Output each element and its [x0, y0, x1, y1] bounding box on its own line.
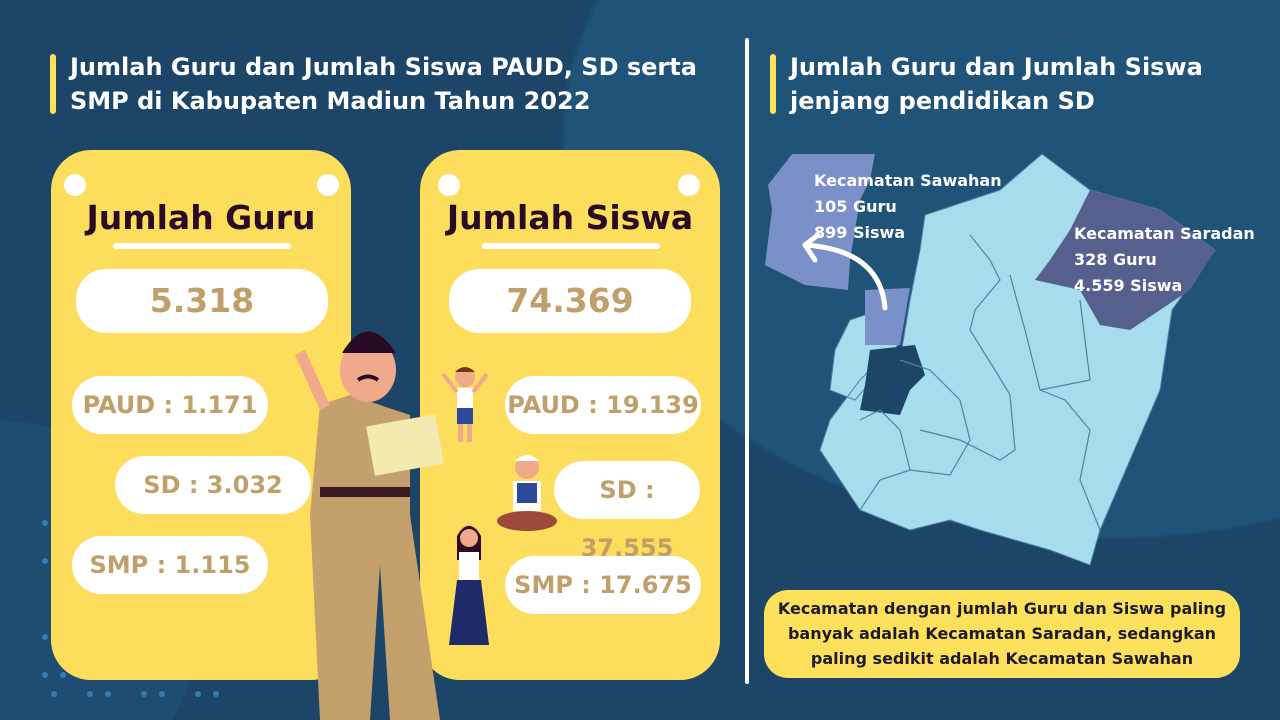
decor-dot — [213, 691, 219, 697]
decor-dot — [42, 672, 48, 678]
decor-dot — [42, 558, 48, 564]
madiun-map — [765, 153, 1216, 566]
decor-dot — [159, 691, 165, 697]
siswa-title: Jumlah Siswa — [446, 198, 694, 237]
guru-title: Jumlah Guru — [86, 198, 316, 237]
guru-smp: SMP : 1.115 — [72, 536, 268, 594]
divider — [745, 38, 749, 684]
sawahan-label: Kecamatan Sawahan 105 Guru 899 Siswa — [814, 171, 1002, 242]
left-title: Jumlah Guru dan Jumlah Siswa PAUD, SD se… — [50, 50, 697, 118]
map-region-saradan — [1035, 190, 1215, 330]
arrow-icon — [802, 232, 888, 311]
saradan-label: Kecamatan Saradan 328 Guru 4.559 Siswa — [1074, 224, 1255, 295]
siswa-total: 74.369 — [449, 269, 691, 333]
summary-note: Kecamatan dengan jumlah Guru dan Siswa p… — [764, 590, 1240, 678]
card-hole — [317, 174, 339, 196]
decor-dot — [87, 691, 93, 697]
teacher-illustration — [295, 331, 444, 720]
decor-dot — [195, 691, 201, 697]
siswa-smp: SMP : 17.675 — [505, 556, 701, 614]
guru-card: Jumlah Guru 5.318 PAUD : 1.171 SD : 3.03… — [51, 150, 351, 680]
student-reading-illustration — [497, 455, 557, 531]
card-hole — [438, 174, 460, 196]
card-hole — [64, 174, 86, 196]
decor-dot — [60, 672, 66, 678]
student-boy-illustration — [441, 367, 489, 442]
siswa-paud: PAUD : 19.139 — [505, 376, 701, 434]
decor-dot — [42, 520, 48, 526]
siswa-sd: SD : 37.555 — [554, 461, 700, 562]
right-title: Jumlah Guru dan Jumlah Siswa jenjang pen… — [770, 50, 1203, 118]
guru-sd: SD : 3.032 — [115, 456, 311, 514]
student-girl-illustration — [449, 525, 489, 645]
decor-dot — [42, 634, 48, 640]
decor-dot — [105, 691, 111, 697]
decor-dot — [51, 691, 57, 697]
card-hole — [678, 174, 700, 196]
title-underline — [482, 243, 660, 249]
guru-paud: PAUD : 1.171 — [72, 376, 268, 434]
guru-total: 5.318 — [76, 269, 328, 333]
title-underline — [113, 243, 291, 249]
map-borders — [859, 234, 1101, 531]
decor-dot — [141, 691, 147, 697]
